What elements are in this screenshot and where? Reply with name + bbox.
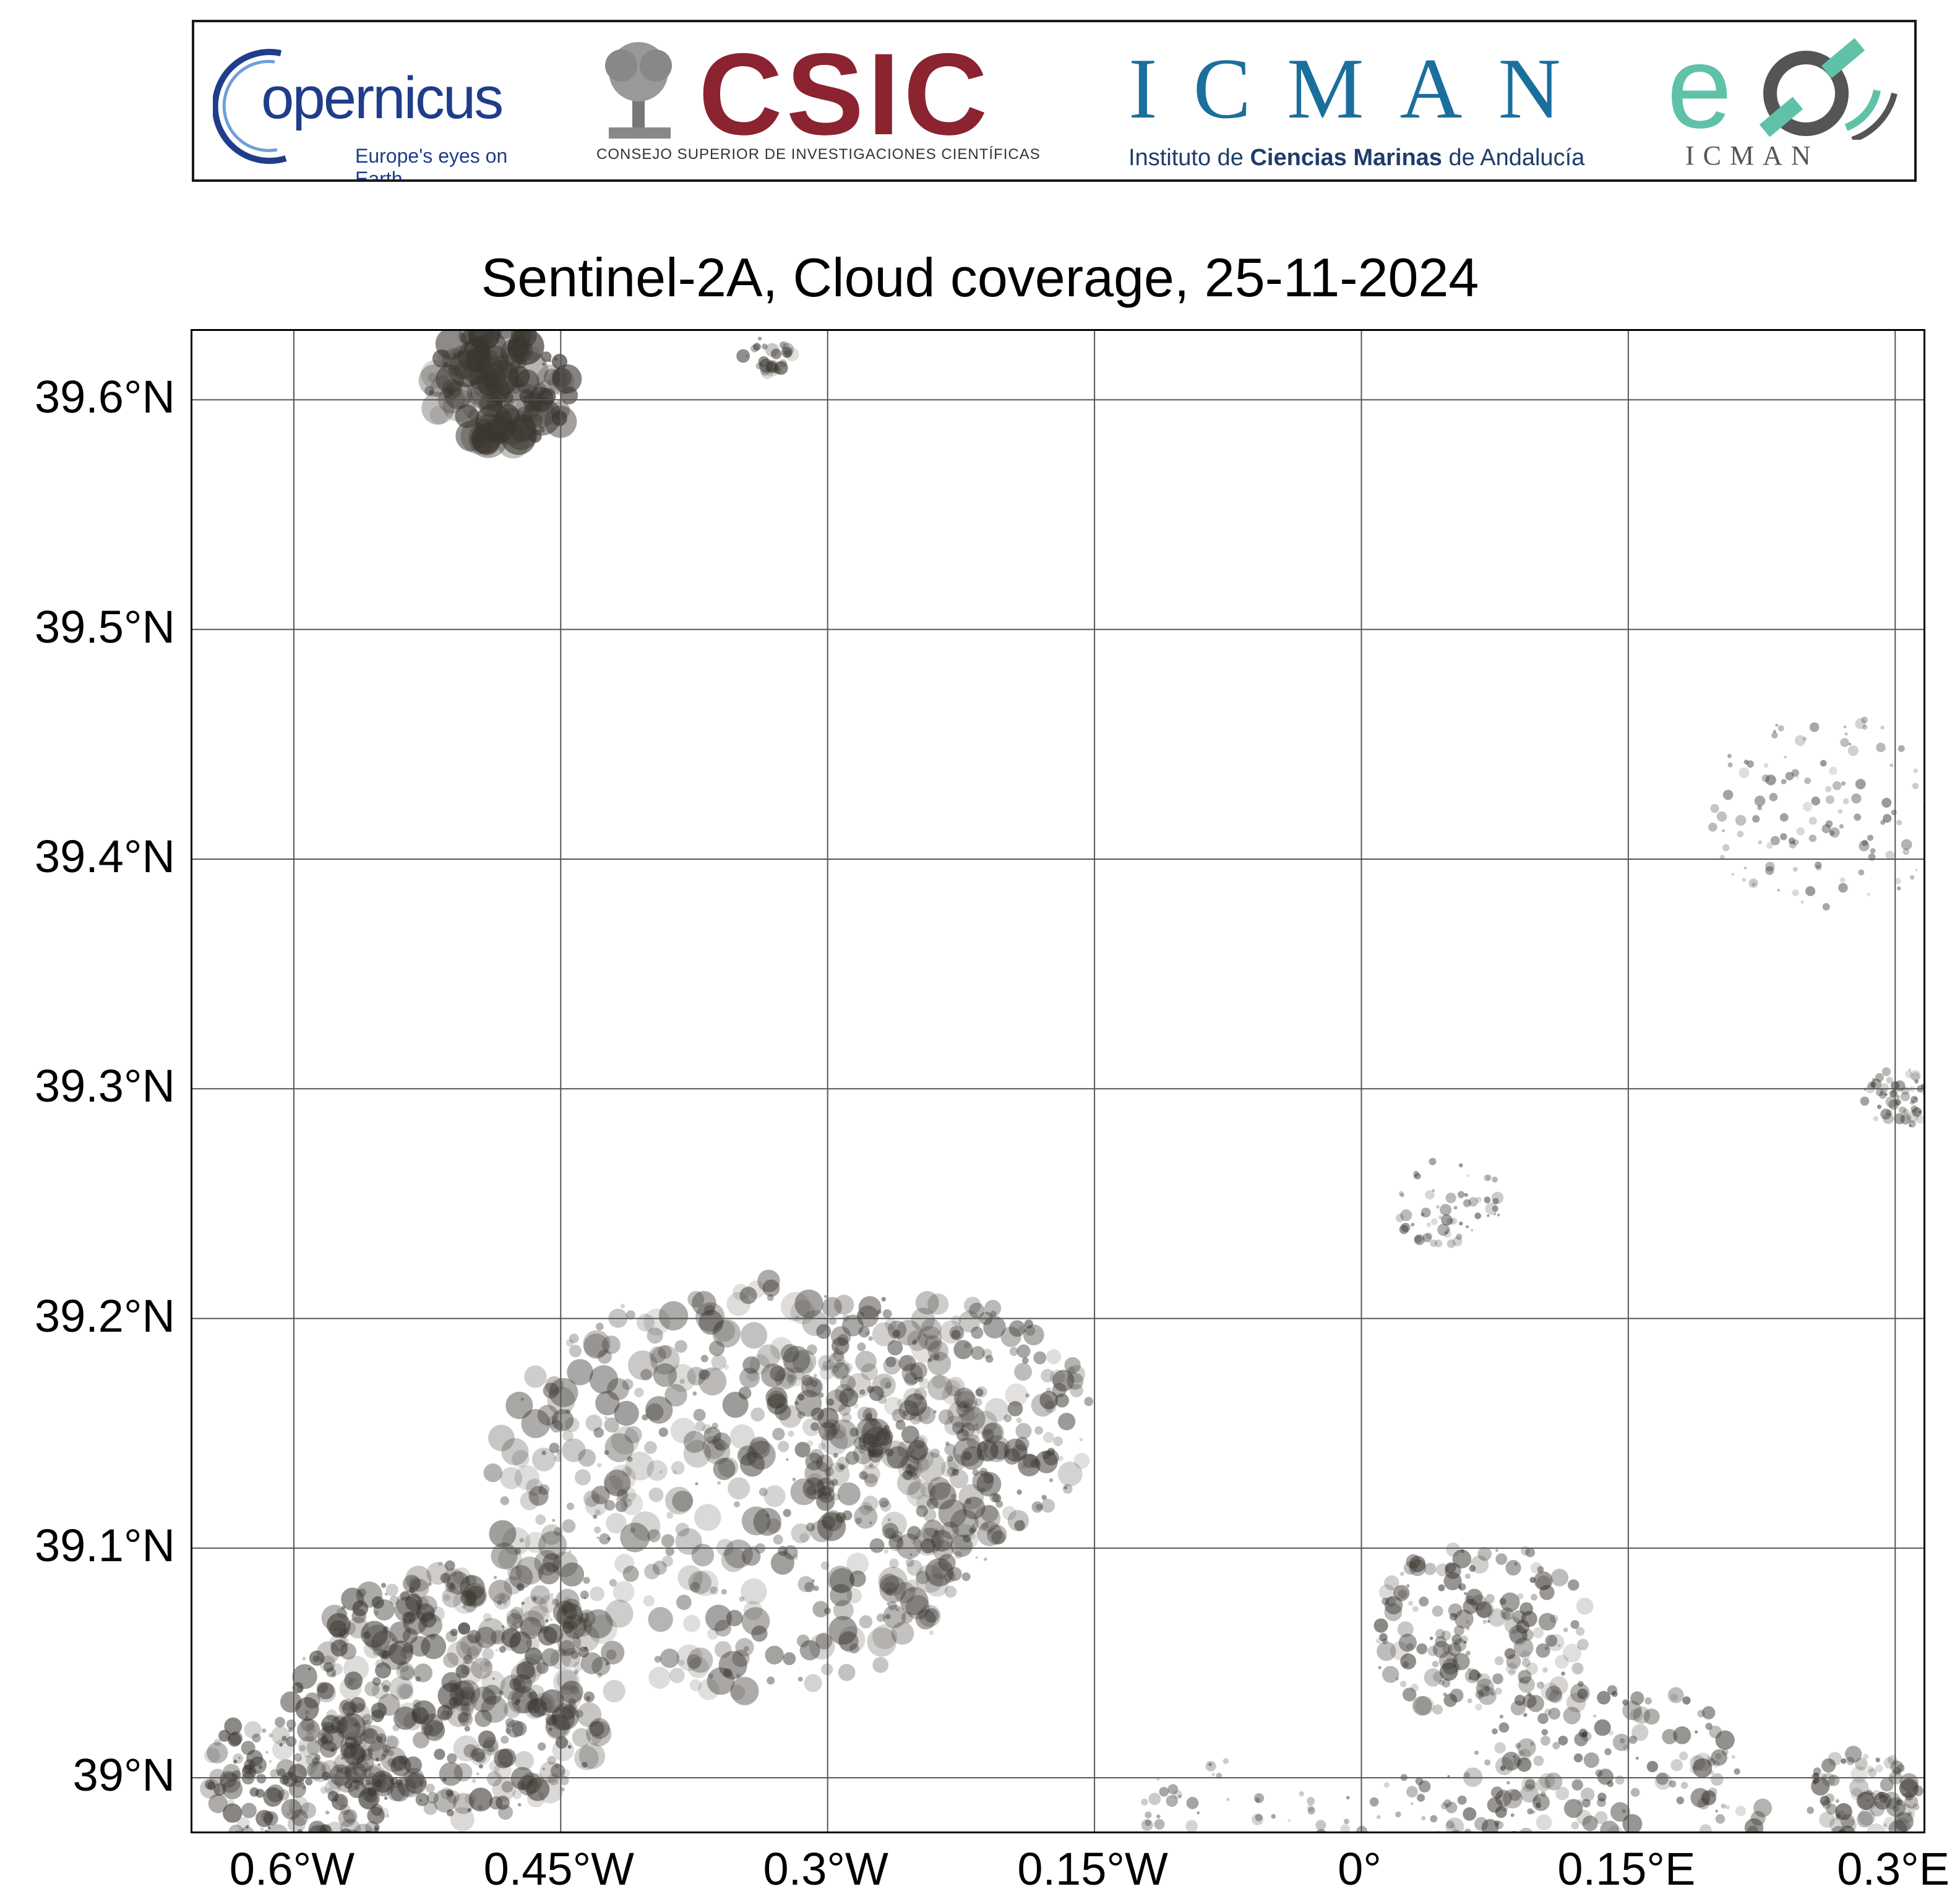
latitude-tick-label: 39.3°N: [34, 1060, 175, 1112]
copernicus-logo: opernicus Europe's eyes on Earth: [213, 41, 559, 179]
longitude-tick-label: 0.3°W: [763, 1843, 888, 1895]
cloud-map-canvas: [192, 331, 1923, 1831]
longitude-tick-label: 0.3°E: [1837, 1843, 1950, 1895]
longitude-tick-label: 0°: [1338, 1843, 1382, 1895]
icman-logo: ICMAN Instituto de Ciencias Marinas de A…: [1128, 41, 1617, 171]
eo-logo: e ICMAN: [1667, 35, 1902, 177]
map-plot-area[interactable]: [191, 329, 1925, 1833]
latitude-tick-label: 39.5°N: [34, 601, 175, 653]
icman-subtitle-pre: Instituto de: [1128, 145, 1250, 171]
graticule: [192, 331, 1923, 1831]
eo-wordmark-e: e: [1667, 35, 1732, 140]
copernicus-swoosh-icon: [213, 49, 287, 164]
icman-wordmark: ICMAN: [1128, 41, 1597, 137]
longitude-tick-label: 0.6°W: [229, 1843, 355, 1895]
copernicus-tagline: Europe's eyes on Earth: [355, 145, 508, 182]
logo-banner: opernicus Europe's eyes on Earth CSIC Co…: [192, 20, 1917, 182]
csic-subtitle: Consejo Superior de Investigaciones Cien…: [596, 146, 1041, 163]
csic-wordmark: CSIC: [698, 29, 992, 159]
icman-subtitle-post: de Andalucía: [1442, 145, 1585, 171]
satellite-icon: e: [1667, 35, 1898, 140]
latitude-tick-label: 39.1°N: [34, 1519, 175, 1571]
copernicus-wordmark: opernicus: [261, 65, 504, 131]
longitude-tick-label: 0.15°E: [1557, 1843, 1696, 1895]
tree-emblem-icon: [605, 42, 672, 139]
csic-logo: CSIC Consejo Superior de Investigaciones…: [596, 36, 1091, 165]
eo-subtitle: ICMAN: [1685, 140, 1820, 171]
latitude-tick-label: 39°N: [72, 1749, 175, 1801]
latitude-tick-label: 39.6°N: [34, 371, 175, 423]
map-title: Sentinel-2A, Cloud coverage, 25-11-2024: [481, 247, 1479, 308]
latitude-tick-label: 39.4°N: [34, 830, 175, 882]
longitude-tick-label: 0.45°W: [483, 1843, 635, 1895]
icman-subtitle-bold: Ciencias Marinas: [1250, 145, 1442, 171]
longitude-tick-label: 0.15°W: [1017, 1843, 1168, 1895]
icman-subtitle: Instituto de Ciencias Marinas de Andaluc…: [1128, 145, 1584, 171]
cloud-coverage-layer: [200, 331, 1923, 1831]
latitude-tick-label: 39.2°N: [34, 1290, 175, 1342]
